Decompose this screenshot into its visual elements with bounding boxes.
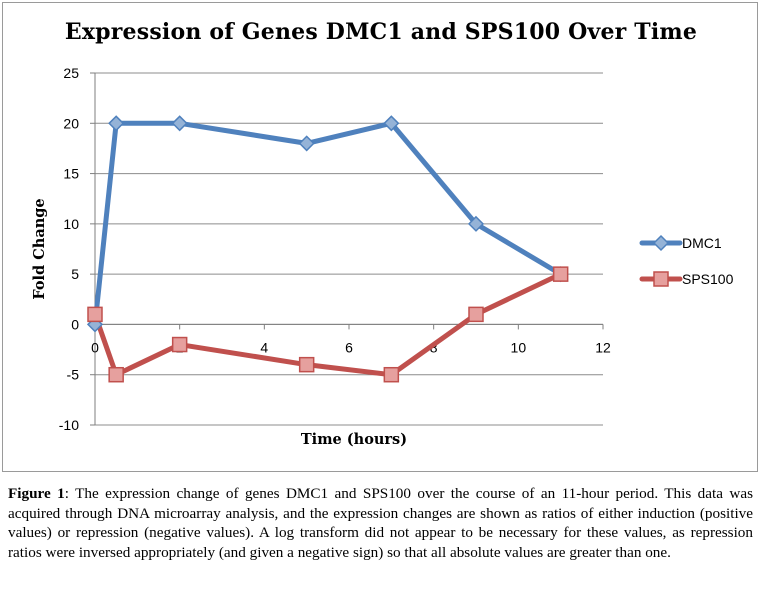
legend-marker-sps100 xyxy=(653,271,669,287)
x-tick-label: 6 xyxy=(345,339,353,355)
y-tick-label: -5 xyxy=(67,367,80,383)
data-point-sps100 xyxy=(108,366,124,383)
caption-label: Figure 1 xyxy=(8,485,65,502)
data-point-dmc1 xyxy=(383,115,400,132)
data-point-sps100 xyxy=(552,266,569,282)
legend-label-dmc1: DMC1 xyxy=(682,235,722,251)
data-point-sps100 xyxy=(468,306,484,323)
y-tick-label: 25 xyxy=(63,65,79,81)
data-point-dmc1 xyxy=(298,135,315,152)
y-tick-label: -10 xyxy=(59,417,79,433)
axes: -10-50510152025024681012 xyxy=(59,65,611,433)
series-lines xyxy=(92,120,564,378)
data-point-sps100 xyxy=(383,366,400,383)
data-point-dmc1 xyxy=(108,115,125,132)
x-tick-label: 0 xyxy=(91,339,99,355)
data-point-sps100 xyxy=(87,306,103,323)
data-point-sps100 xyxy=(298,356,315,373)
y-axis-title: Fold Change xyxy=(31,198,48,299)
data-point-dmc1 xyxy=(171,115,188,132)
y-tick-label: 0 xyxy=(71,316,79,332)
x-tick-label: 12 xyxy=(595,339,611,355)
caption-text: : The expression change of genes DMC1 an… xyxy=(8,485,753,561)
series-markers xyxy=(86,115,569,383)
chart-title: Expression of Genes DMC1 and SPS100 Over… xyxy=(64,19,698,45)
legend-label-sps100: SPS100 xyxy=(682,271,734,287)
y-tick-label: 15 xyxy=(63,166,79,182)
y-tick-label: 20 xyxy=(63,115,79,131)
y-tick-label: 10 xyxy=(63,216,79,232)
data-point-dmc1 xyxy=(467,215,485,232)
chart-frame xyxy=(2,2,758,472)
x-tick-label: 10 xyxy=(511,339,527,355)
x-tick-label: 4 xyxy=(260,339,268,355)
figure-caption: Figure 1: The expression change of genes… xyxy=(8,484,753,562)
x-axis-title: Time (hours) xyxy=(301,431,407,448)
legend-marker-dmc1 xyxy=(652,234,670,252)
y-tick-label: 5 xyxy=(71,266,79,282)
legend: DMC1 SPS100 xyxy=(639,234,734,287)
data-point-sps100 xyxy=(171,336,188,353)
